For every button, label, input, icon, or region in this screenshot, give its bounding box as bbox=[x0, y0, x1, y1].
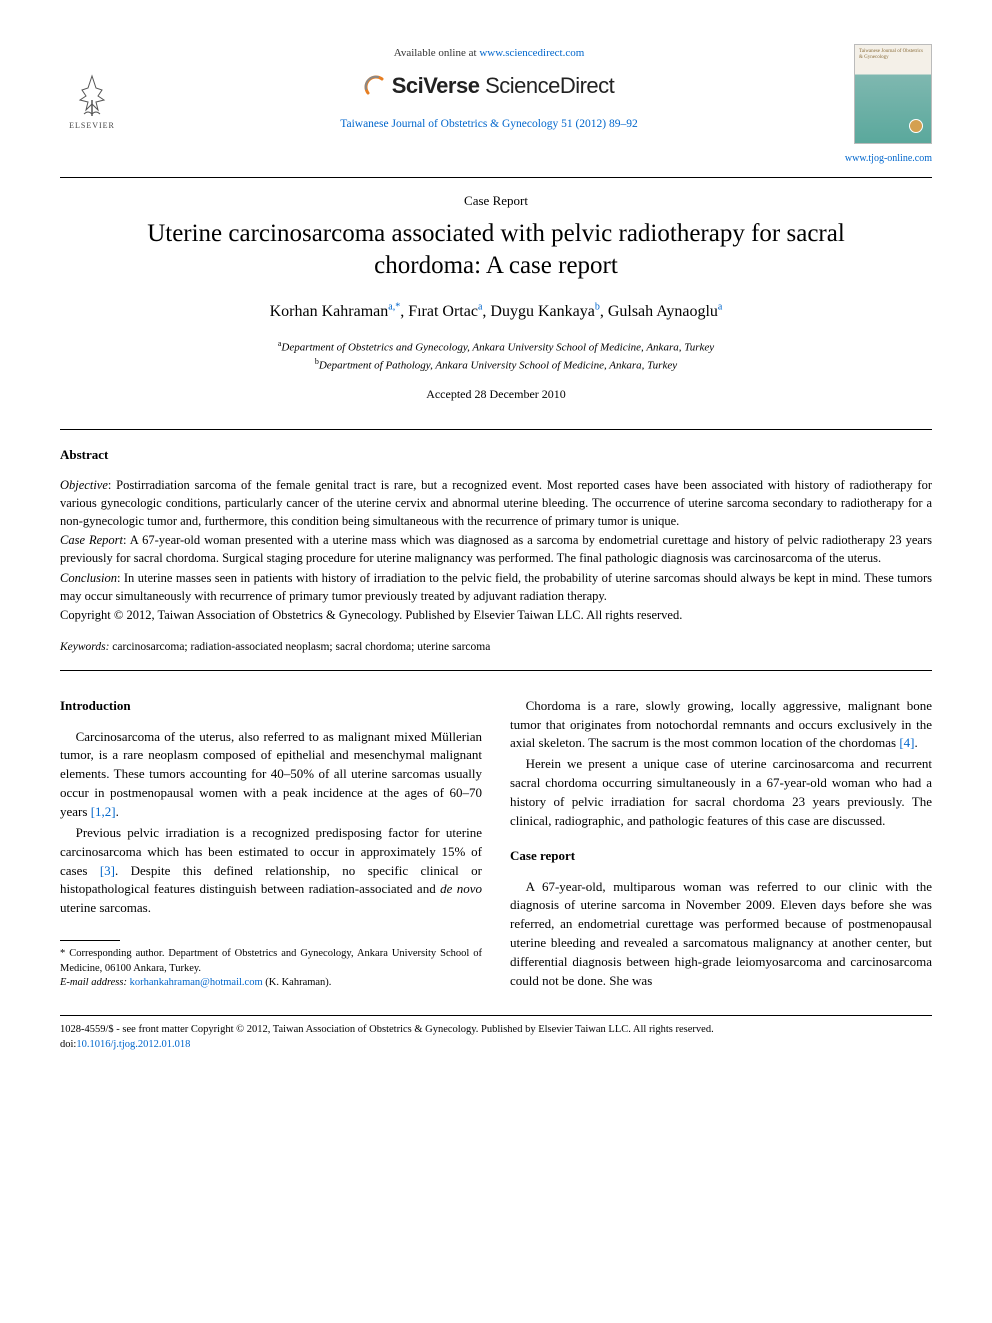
journal-cover-wrap: Taiwanese Journal of Obstetrics & Gyneco… bbox=[854, 40, 932, 144]
intro-para-3: Chordoma is a rare, slowly growing, loca… bbox=[510, 697, 932, 754]
email-tail: (K. Kahraman). bbox=[263, 977, 332, 988]
p2-c: uterine sarcomas. bbox=[60, 900, 151, 915]
ref-4[interactable]: [4] bbox=[899, 735, 914, 750]
journal-url[interactable]: www.tjog-online.com bbox=[60, 152, 932, 167]
journal-cover: Taiwanese Journal of Obstetrics & Gyneco… bbox=[854, 44, 932, 144]
p2-b: . Despite this defined relationship, no … bbox=[60, 863, 482, 897]
p1-tail: . bbox=[116, 804, 119, 819]
objective-label: Objective bbox=[60, 478, 108, 492]
intro-para-1: Carcinosarcoma of the uterus, also refer… bbox=[60, 728, 482, 822]
ref-1-2[interactable]: [1,2] bbox=[91, 804, 116, 819]
case-report-block: Case report A 67-year-old, multiparous w… bbox=[510, 847, 932, 991]
keywords-line: Keywords: carcinosarcoma; radiation-asso… bbox=[60, 639, 932, 656]
email-label: E-mail address: bbox=[60, 977, 130, 988]
rule-top bbox=[60, 177, 932, 178]
abstract-copyright: Copyright © 2012, Taiwan Association of … bbox=[60, 607, 932, 625]
rule-above-abstract bbox=[60, 429, 932, 430]
abstract-body: Objective: Postirradiation sarcoma of th… bbox=[60, 477, 932, 625]
article-type: Case Report bbox=[60, 192, 932, 211]
ref-3[interactable]: [3] bbox=[100, 863, 115, 878]
sciverse-text: SciVerse ScienceDirect bbox=[392, 70, 615, 102]
author-4-sup[interactable]: a bbox=[718, 302, 722, 313]
author-1-sup[interactable]: a,* bbox=[388, 302, 400, 313]
intro-block: Introduction Carcinosarcoma of the uteru… bbox=[60, 697, 482, 918]
header-center: Available online at www.sciencedirect.co… bbox=[124, 40, 854, 133]
affiliation-b: bDepartment of Pathology, Ankara Univers… bbox=[60, 356, 932, 374]
introduction-heading: Introduction bbox=[60, 697, 482, 716]
author-2: , Fırat Ortac bbox=[400, 303, 478, 320]
author-3: , Duygu Kankaya bbox=[482, 303, 594, 320]
sciverse-brand: SciVerse ScienceDirect bbox=[124, 70, 854, 102]
journal-header: ELSEVIER Available online at www.science… bbox=[60, 40, 932, 144]
journal-cover-title: Taiwanese Journal of Obstetrics & Gyneco… bbox=[859, 49, 927, 60]
corresponding-email[interactable]: korhankahraman@hotmail.com bbox=[130, 977, 263, 988]
abstract-conclusion: Conclusion: In uterine masses seen in pa… bbox=[60, 570, 932, 606]
available-prefix: Available online at bbox=[394, 47, 480, 59]
case-para-1: A 67-year-old, multiparous woman was ref… bbox=[510, 878, 932, 991]
correspondence-box: * Corresponding author. Department of Ob… bbox=[60, 940, 482, 991]
p3-b: . bbox=[914, 735, 917, 750]
author-4: , Gulsah Aynaoglu bbox=[600, 303, 718, 320]
conclusion-label: Conclusion bbox=[60, 571, 117, 585]
case-text: : A 67-year-old woman presented with a u… bbox=[60, 533, 932, 565]
p1-a: Carcinosarcoma of the uterus, also refer… bbox=[60, 729, 482, 819]
case-label: Case Report bbox=[60, 533, 123, 547]
affil-a-text: Department of Obstetrics and Gynecology,… bbox=[281, 341, 714, 353]
p3-a: Chordoma is a rare, slowly growing, loca… bbox=[510, 698, 932, 751]
brand-word1: SciVerse bbox=[392, 73, 480, 98]
authors-line: Korhan Kahramana,*, Fırat Ortac a , Duygu … bbox=[60, 300, 932, 323]
doi-link[interactable]: 10.1016/j.tjog.2012.01.018 bbox=[76, 1039, 190, 1050]
intro-para-2: Previous pelvic irradiation is a recogni… bbox=[60, 824, 482, 918]
page-footer: 1028-4559/$ - see front matter Copyright… bbox=[60, 1015, 932, 1052]
correspondence-rule bbox=[60, 940, 120, 941]
sciverse-arc-icon bbox=[364, 75, 386, 97]
affil-b-text: Department of Pathology, Ankara Universi… bbox=[319, 359, 677, 371]
objective-text: : Postirradiation sarcoma of the female … bbox=[60, 478, 932, 528]
elsevier-logo: ELSEVIER bbox=[60, 60, 124, 132]
accepted-date: Accepted 28 December 2010 bbox=[60, 386, 932, 403]
intro-para-4: Herein we present a unique case of uteri… bbox=[510, 755, 932, 830]
conclusion-text: : In uterine masses seen in patients wit… bbox=[60, 571, 932, 603]
case-report-heading: Case report bbox=[510, 847, 932, 866]
journal-cover-emblem bbox=[909, 119, 923, 133]
article-title: Uterine carcinosarcoma associated with p… bbox=[100, 218, 892, 282]
corresponding-author: * Corresponding author. Department of Ob… bbox=[60, 947, 482, 976]
brand-word2: ScienceDirect bbox=[479, 73, 614, 98]
footer-doi-line: doi:10.1016/j.tjog.2012.01.018 bbox=[60, 1037, 932, 1052]
corresponding-email-line: E-mail address: korhankahraman@hotmail.c… bbox=[60, 976, 482, 991]
rule-below-keywords bbox=[60, 670, 932, 671]
body-columns: Introduction Carcinosarcoma of the uteru… bbox=[60, 697, 932, 993]
elsevier-tree-icon bbox=[68, 70, 116, 118]
chordoma-block: Chordoma is a rare, slowly growing, loca… bbox=[510, 697, 932, 831]
abstract-objective: Objective: Postirradiation sarcoma of th… bbox=[60, 477, 932, 530]
footer-copyright: 1028-4559/$ - see front matter Copyright… bbox=[60, 1022, 932, 1037]
available-online-text: Available online at www.sciencedirect.co… bbox=[124, 46, 854, 62]
abstract-case: Case Report: A 67-year-old woman present… bbox=[60, 532, 932, 568]
p2-denovo: de novo bbox=[440, 881, 482, 896]
abstract-heading: Abstract bbox=[60, 446, 932, 465]
keywords-text: carcinosarcoma; radiation-associated neo… bbox=[109, 641, 490, 653]
affiliation-a: aDepartment of Obstetrics and Gynecology… bbox=[60, 338, 932, 356]
affiliations: aDepartment of Obstetrics and Gynecology… bbox=[60, 338, 932, 374]
keywords-label: Keywords: bbox=[60, 641, 109, 653]
doi-label: doi: bbox=[60, 1039, 76, 1050]
author-1: Korhan Kahraman bbox=[270, 303, 389, 320]
citation-line[interactable]: Taiwanese Journal of Obstetrics & Gyneco… bbox=[124, 116, 854, 133]
publisher-name: ELSEVIER bbox=[69, 120, 115, 132]
sciencedirect-link[interactable]: www.sciencedirect.com bbox=[479, 47, 584, 59]
